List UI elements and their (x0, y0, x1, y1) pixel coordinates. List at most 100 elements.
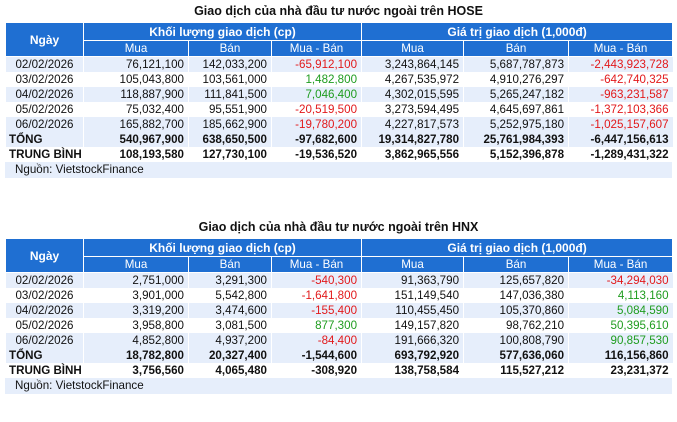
hnx-header-value: Giá trị giao dịch (1,000đ) (361, 238, 674, 257)
hose-header-val-buy: Mua (361, 40, 465, 57)
hnx-header-vol-sell: Bán (188, 256, 272, 273)
cell-vol-sell: 142,033,200 (188, 56, 272, 72)
row-date: 04/02/2026 (5, 87, 84, 102)
hose-header-date: Ngày (5, 22, 84, 57)
cell-val-buy: 151,149,540 (361, 288, 464, 303)
cell-val-buy: 3,243,864,145 (361, 56, 464, 72)
hose-header-vol-sell: Bán (188, 40, 272, 57)
hose-table: Ngày Khối lượng giao dịch (cp) Giá trị g… (5, 22, 674, 162)
cell-val-sell: 115,527,212 (463, 363, 569, 378)
hnx-section: Giao dịch của nhà đầu tư nước ngoài trên… (5, 216, 674, 394)
hnx-source: Nguồn: VietstockFinance (5, 378, 672, 394)
cell-vol-sell: 3,474,600 (188, 303, 272, 318)
total-row-label: TỔNG (5, 132, 84, 147)
hose-header-vol-buy: Mua (83, 40, 189, 57)
hnx-header-volume: Khối lượng giao dịch (cp) (82, 238, 363, 257)
cell-val-net: -34,294,030 (568, 272, 673, 288)
cell-val-buy: 3,862,965,556 (361, 147, 464, 162)
cell-val-sell: 5,687,787,873 (463, 56, 569, 72)
hose-title: Giao dịch của nhà đầu tư nước ngoài trên… (194, 4, 483, 18)
average-row-label: TRUNG BÌNH (5, 363, 84, 378)
row-date: 04/02/2026 (5, 303, 84, 318)
hose-header-vol-net: Mua - Bán (270, 40, 363, 57)
cell-val-sell: 105,370,860 (463, 303, 569, 318)
row-date: 02/02/2026 (5, 272, 84, 288)
cell-val-net: 116,156,860 (568, 348, 673, 363)
cell-val-buy: 4,227,817,573 (361, 117, 464, 132)
cell-vol-buy: 4,852,800 (83, 333, 189, 348)
cell-vol-net: 7,046,400 (270, 87, 362, 102)
total-row-label: TỔNG (5, 348, 84, 363)
table-row: 05/02/2026 3,958,800 3,081,500 877,300 149,1… (5, 318, 673, 333)
cell-val-net: -1,025,157,607 (568, 117, 673, 132)
row-date: 03/02/2026 (5, 288, 84, 303)
total-row: TỔNG 540,967,900 638,650,500 -97,682,600 19,… (5, 132, 673, 147)
hnx-table-body: 02/02/2026 2,751,000 3,291,300 -540,300 91,3… (5, 272, 673, 378)
cell-val-sell: 98,762,210 (463, 318, 569, 333)
cell-val-sell: 125,657,820 (463, 272, 569, 288)
cell-vol-sell: 4,937,200 (188, 333, 272, 348)
cell-val-sell: 147,036,380 (463, 288, 569, 303)
hose-header-volume: Khối lượng giao dịch (cp) (82, 22, 363, 41)
cell-val-net: -963,231,587 (568, 87, 673, 102)
cell-vol-net: -155,400 (270, 303, 362, 318)
cell-vol-buy: 118,887,900 (83, 87, 189, 102)
cell-vol-net: -19,780,200 (270, 117, 362, 132)
cell-val-buy: 19,314,827,780 (361, 132, 464, 147)
cell-vol-sell: 95,551,900 (188, 102, 272, 117)
cell-vol-buy: 3,901,000 (83, 288, 189, 303)
cell-vol-buy: 108,193,580 (83, 147, 189, 162)
cell-vol-sell: 20,327,400 (188, 348, 272, 363)
cell-val-net: -6,447,156,613 (568, 132, 673, 147)
cell-vol-sell: 5,542,800 (188, 288, 272, 303)
hose-header-value: Giá trị giao dịch (1,000đ) (361, 22, 674, 41)
total-row: TỔNG 18,782,800 20,327,400 -1,544,600 693,79… (5, 348, 673, 363)
cell-vol-buy: 165,882,700 (83, 117, 189, 132)
cell-vol-net: -65,912,100 (270, 56, 362, 72)
hnx-header-vol-buy: Mua (83, 256, 189, 273)
cell-val-net: 23,231,372 (568, 363, 673, 378)
cell-val-buy: 110,455,450 (361, 303, 464, 318)
table-row: 04/02/2026 118,887,900 111,841,500 7,046,40… (5, 87, 673, 102)
cell-vol-net: -97,682,600 (270, 132, 362, 147)
cell-val-sell: 577,636,060 (463, 348, 569, 363)
hnx-header-date: Ngày (5, 238, 84, 273)
cell-vol-buy: 3,958,800 (83, 318, 189, 333)
cell-val-net: 4,113,160 (568, 288, 673, 303)
hose-header-val-sell: Bán (463, 40, 570, 57)
cell-val-sell: 5,152,396,878 (463, 147, 569, 162)
cell-vol-net: 1,482,800 (270, 72, 362, 87)
cell-val-net: 5,084,590 (568, 303, 673, 318)
row-date: 06/02/2026 (5, 333, 84, 348)
cell-vol-buy: 3,756,560 (83, 363, 189, 378)
hose-source: Nguồn: VietstockFinance (5, 162, 672, 178)
row-date: 03/02/2026 (5, 72, 84, 87)
cell-vol-sell: 127,730,100 (188, 147, 272, 162)
cell-vol-net: -1,641,800 (270, 288, 362, 303)
hnx-header-val-buy: Mua (361, 256, 465, 273)
cell-val-net: 90,857,530 (568, 333, 673, 348)
cell-vol-net: -540,300 (270, 272, 362, 288)
row-date: 02/02/2026 (5, 56, 84, 72)
table-row: 02/02/2026 2,751,000 3,291,300 -540,300 91,3… (5, 272, 673, 288)
cell-vol-sell: 185,662,900 (188, 117, 272, 132)
cell-val-buy: 91,363,790 (361, 272, 464, 288)
cell-val-net: -642,740,325 (568, 72, 673, 87)
hnx-header-val-sell: Bán (463, 256, 570, 273)
cell-vol-buy: 75,032,400 (83, 102, 189, 117)
cell-vol-net: -19,536,520 (270, 147, 362, 162)
table-row: 06/02/2026 165,882,700 185,662,900 -19,780,… (5, 117, 673, 132)
cell-val-buy: 138,758,584 (361, 363, 464, 378)
cell-val-sell: 5,265,247,182 (463, 87, 569, 102)
cell-vol-net: -20,519,500 (270, 102, 362, 117)
cell-val-sell: 5,252,975,180 (463, 117, 569, 132)
cell-vol-buy: 2,751,000 (83, 272, 189, 288)
cell-val-buy: 149,157,820 (361, 318, 464, 333)
cell-val-buy: 4,302,015,595 (361, 87, 464, 102)
cell-val-sell: 25,761,984,393 (463, 132, 569, 147)
hose-table-body: 02/02/2026 76,121,100 142,033,200 -65,912,1… (5, 56, 673, 162)
hnx-title: Giao dịch của nhà đầu tư nước ngoài trên… (198, 220, 479, 234)
cell-vol-sell: 103,561,000 (188, 72, 272, 87)
row-date: 06/02/2026 (5, 117, 84, 132)
